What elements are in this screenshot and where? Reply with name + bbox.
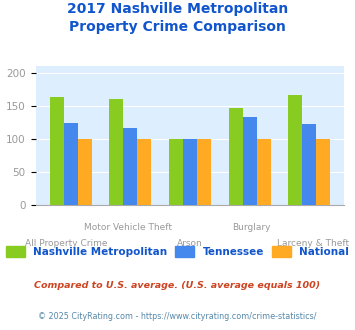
Text: © 2025 CityRating.com - https://www.cityrating.com/crime-statistics/: © 2025 CityRating.com - https://www.city… bbox=[38, 312, 317, 321]
Bar bbox=[316, 139, 330, 205]
Bar bbox=[229, 108, 242, 205]
Bar bbox=[302, 124, 316, 205]
Bar bbox=[137, 139, 151, 205]
Text: Compared to U.S. average. (U.S. average equals 100): Compared to U.S. average. (U.S. average … bbox=[34, 281, 321, 290]
Bar bbox=[197, 139, 211, 205]
Bar bbox=[242, 117, 257, 205]
Bar bbox=[109, 99, 123, 205]
Legend: Nashville Metropolitan, Tennessee, National: Nashville Metropolitan, Tennessee, Natio… bbox=[6, 246, 349, 257]
Bar bbox=[288, 95, 302, 205]
Text: 2017 Nashville Metropolitan
Property Crime Comparison: 2017 Nashville Metropolitan Property Cri… bbox=[67, 2, 288, 34]
Bar bbox=[183, 139, 197, 205]
Text: Burglary: Burglary bbox=[233, 223, 271, 232]
Text: All Property Crime: All Property Crime bbox=[25, 239, 108, 248]
Bar bbox=[50, 97, 64, 205]
Bar bbox=[257, 139, 271, 205]
Text: Larceny & Theft: Larceny & Theft bbox=[277, 239, 350, 248]
Text: Arson: Arson bbox=[177, 239, 203, 248]
Bar bbox=[78, 139, 92, 205]
Bar bbox=[169, 139, 183, 205]
Bar bbox=[123, 128, 137, 205]
Text: Motor Vehicle Theft: Motor Vehicle Theft bbox=[84, 223, 172, 232]
Bar bbox=[64, 123, 78, 205]
